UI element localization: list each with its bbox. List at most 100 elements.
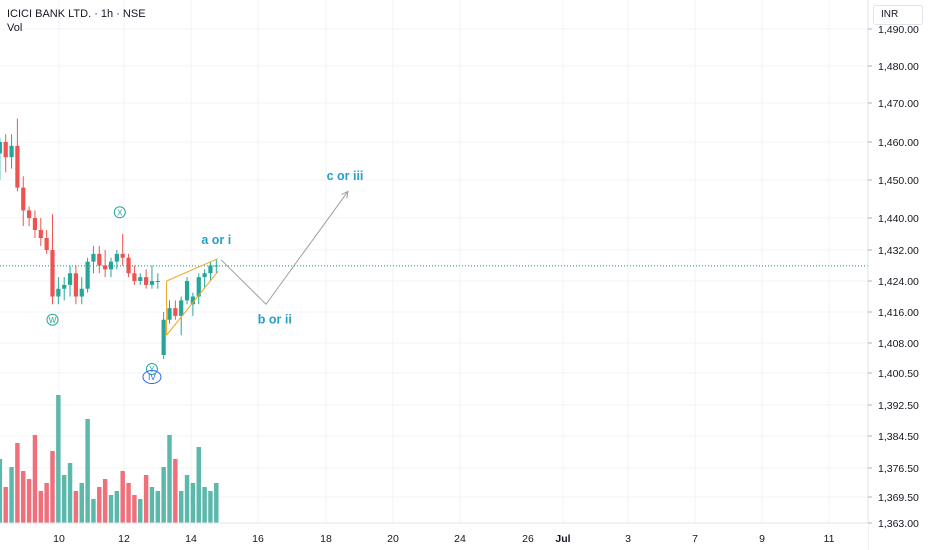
price-tick-label: 1,376.50: [878, 463, 919, 475]
candle-body: [155, 281, 160, 282]
volume-bar: [91, 499, 96, 523]
projection-path: [220, 191, 349, 306]
candle-body: [149, 281, 155, 285]
volume-bar: [44, 483, 49, 523]
price-tick-label: 1,470.00: [878, 98, 919, 110]
candle-body: [179, 300, 184, 316]
symbol-title[interactable]: ICICI BANK LTD. · 1h · NSE: [7, 8, 146, 20]
candle-body: [79, 288, 84, 297]
time-axis-background: [0, 523, 868, 550]
volume-bar: [85, 419, 90, 523]
volume-bar: [155, 491, 161, 523]
volume-bar: [208, 491, 213, 523]
pivot-marker: [46, 313, 59, 326]
pivot-label: IV: [148, 373, 156, 382]
pivot-label: W: [49, 316, 57, 325]
volume-bar: [190, 483, 196, 523]
volume-bar: [50, 451, 55, 523]
candle-body: [126, 257, 131, 274]
volume-indicator-label[interactable]: Vol: [7, 22, 23, 34]
candle-body: [50, 250, 55, 297]
time-tick-label: 16: [252, 533, 264, 545]
time-tick-label: Jul: [555, 533, 570, 545]
volume-bar: [126, 483, 131, 523]
candle-body: [62, 284, 67, 289]
pivot-label: Y: [149, 365, 155, 374]
pivot-marker-iv: [142, 370, 162, 384]
volume-bar: [26, 479, 32, 523]
price-tick-label: 1,432.00: [878, 245, 919, 257]
candle-body: [0, 142, 2, 154]
candle-body: [208, 265, 213, 274]
candle-body: [97, 253, 102, 266]
wave-label: c or iii: [327, 169, 364, 183]
volume-bar: [149, 487, 155, 523]
volume-bar: [32, 435, 38, 523]
time-tick-label: 18: [320, 533, 332, 545]
volume-bar: [161, 467, 166, 523]
price-tick-label: 1,400.50: [878, 368, 919, 380]
volume-bar: [9, 467, 14, 523]
time-tick-label: 7: [692, 533, 698, 545]
time-tick-label: 9: [759, 533, 765, 545]
volume-bar: [102, 479, 108, 523]
candle-body: [202, 273, 207, 278]
volume-bar: [38, 491, 44, 523]
candle-body: [196, 277, 201, 297]
candle-body: [44, 238, 49, 250]
candle-body: [38, 230, 43, 238]
candle-body: [56, 288, 61, 297]
pivot-marker: [145, 363, 158, 375]
price-axis[interactable]: 1,490.00 1,480.00 1,470.00 1,460.00 1,450.00…: [867, 0, 932, 550]
price-tick-label: 1,363.00: [878, 518, 919, 530]
volume-bar: [196, 447, 201, 523]
price-tick-label: 1,408.00: [878, 338, 919, 350]
time-tick-label: 14: [185, 533, 197, 545]
candle-body: [26, 210, 32, 218]
time-tick-label: 20: [387, 533, 399, 545]
time-axis[interactable]: 10 12 14 16 18 20 24 26 Jul 3 7 9 11: [0, 522, 868, 550]
volume-bar: [114, 491, 120, 523]
time-tick-label: 26: [522, 533, 534, 545]
price-tick-label: 1,450.00: [878, 175, 919, 187]
price-tick-label: 1,440.00: [878, 213, 919, 225]
price-tick-label: 1,424.00: [878, 276, 919, 288]
candle-body: [32, 218, 38, 230]
volume-bar: [0, 459, 3, 523]
candle-body: [167, 308, 172, 320]
candle-body: [85, 261, 90, 289]
price-tick-label: 1,480.00: [878, 61, 919, 73]
candle-body: [67, 273, 73, 285]
candle-body: [143, 277, 149, 285]
volume-bar: [184, 475, 190, 523]
time-tick-label: 24: [454, 533, 466, 545]
candle-body: [161, 319, 166, 355]
pivot-marker: [113, 206, 126, 219]
time-tick-label: 3: [625, 533, 631, 545]
volume-bar: [120, 471, 125, 523]
currency-badge[interactable]: INR: [873, 5, 923, 25]
candle-body: [73, 273, 79, 297]
candle-body: [15, 145, 20, 188]
volume-bar: [214, 483, 219, 523]
candlestick-series: [0, 118, 219, 359]
volume-bar: [167, 435, 172, 523]
pivot-label: X: [117, 208, 123, 217]
price-tick-label: 1,392.50: [878, 400, 919, 412]
price-tick-label: 1,369.50: [878, 492, 919, 504]
price-tick-label: 1,384.50: [878, 431, 919, 443]
candle-body: [120, 253, 125, 258]
candle-body: [91, 253, 96, 262]
wave-label: a or i: [201, 233, 231, 247]
candle-body: [138, 277, 143, 281]
time-tick-label: 10: [53, 533, 65, 545]
candle-body: [173, 308, 178, 316]
price-tick-label: 1,416.00: [878, 307, 919, 319]
volume-bar: [21, 471, 26, 523]
candle-body: [9, 145, 14, 158]
time-tick-label: 11: [824, 533, 835, 545]
candle-body: [190, 296, 196, 305]
volume-bar: [3, 487, 8, 523]
volume-bar: [108, 495, 114, 523]
